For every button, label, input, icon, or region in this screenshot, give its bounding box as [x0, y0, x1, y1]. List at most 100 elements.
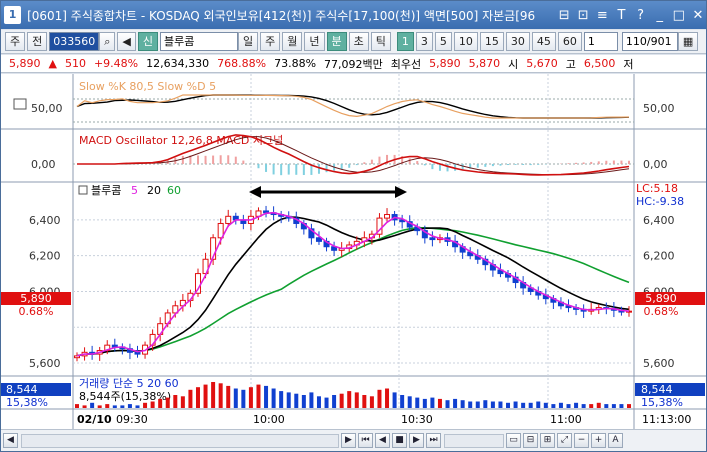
panel-settings-icon[interactable] — [13, 98, 27, 110]
font-icon[interactable]: T — [617, 7, 626, 23]
horizontal-scrollbar[interactable]: ◀ ▶ ⏮ ◀ ■ ▶ ⏭ ▭ ⊟ ⊞ ⤢ − + A — [1, 429, 706, 451]
candle-body — [210, 237, 217, 260]
price-tick-left: 6,200 — [29, 250, 61, 263]
speed-track[interactable] — [444, 433, 504, 448]
volume-bar — [90, 402, 95, 408]
volume-bar — [490, 401, 495, 408]
panel-checkbox-icon[interactable] — [78, 185, 88, 195]
period-button-4[interactable]: 분 — [326, 32, 347, 51]
period-button-0[interactable]: 일 — [238, 32, 259, 51]
volume-bar — [475, 401, 480, 408]
help-icon[interactable]: ? — [637, 7, 645, 23]
volume-bar — [241, 389, 246, 408]
layout-icon[interactable]: ⊡ — [577, 7, 589, 23]
minute-button-2[interactable]: 5 — [434, 32, 452, 51]
price-pct-right: 0.68% — [644, 305, 679, 318]
volume-bar — [180, 396, 185, 408]
zoom-in-icon[interactable]: + — [591, 433, 606, 448]
scroll-right-icon[interactable]: ▶ — [341, 433, 356, 448]
last-icon[interactable]: ⏭ — [426, 433, 441, 448]
count-input[interactable]: 110/901 — [621, 32, 678, 51]
minute-button-3[interactable]: 10 — [453, 32, 478, 51]
candle-body — [315, 237, 322, 242]
volume-bar — [437, 398, 442, 408]
next-icon[interactable]: ▶ — [409, 433, 424, 448]
volume-bar — [173, 395, 178, 408]
prev-icon[interactable]: ◀ — [375, 433, 390, 448]
volume-bar — [611, 404, 616, 408]
speaker-icon[interactable]: ◀ — [117, 32, 136, 51]
volume-bar — [551, 404, 556, 408]
volume-bar — [354, 392, 359, 408]
scroll-left-icon[interactable]: ◀ — [3, 433, 18, 448]
period-button-3[interactable]: 년 — [304, 32, 325, 51]
volume-bar — [195, 387, 200, 408]
search-icon[interactable]: ⌕ — [99, 32, 116, 51]
volume-bar — [362, 395, 367, 408]
price-tick-right: 6,400 — [643, 214, 675, 227]
candle-body — [376, 217, 383, 235]
candle-body — [225, 215, 232, 224]
volume-bar — [158, 398, 163, 408]
code-input[interactable]: 033560 — [49, 32, 100, 51]
screen-icon[interactable]: ⊟ — [558, 7, 570, 23]
minute-button-0[interactable]: 1 — [396, 32, 414, 51]
volume-bar — [226, 385, 231, 408]
maximize-button[interactable]: □ — [672, 7, 685, 23]
priority-label: 최우선 — [390, 57, 422, 71]
volume-bar — [120, 405, 125, 408]
menu-icon[interactable]: ≡ — [596, 7, 608, 23]
candle-body — [429, 237, 436, 241]
volume-box-right: 8,544 — [641, 383, 673, 396]
stock-name: 블루콤 — [160, 32, 239, 51]
volume-bar — [82, 405, 87, 408]
zoom-out-icon[interactable]: − — [574, 433, 589, 448]
scroll-track[interactable] — [21, 433, 339, 448]
app-icon[interactable]: 1 — [4, 6, 22, 24]
volume-bar — [211, 382, 216, 408]
volume-bar — [339, 393, 344, 408]
minute-button-6[interactable]: 45 — [531, 32, 556, 51]
volume-bar — [558, 402, 563, 408]
period-button-2[interactable]: 월 — [282, 32, 303, 51]
low-label: 저 — [623, 57, 634, 71]
volume-bar — [513, 401, 518, 408]
quote-bar: 5,890 ▲ 510 +9.48% 12,634,330 768.88% 73… — [1, 55, 706, 73]
font-size-icon[interactable]: A — [608, 433, 623, 448]
volume-marker-right — [635, 383, 705, 396]
close-button[interactable]: ✕ — [692, 7, 704, 23]
minute-button-4[interactable]: 15 — [479, 32, 504, 51]
volume-bar — [105, 404, 110, 408]
chart-area[interactable]: Slow %K 80,5 Slow %D 5 50,00 50,00 MACD … — [1, 74, 706, 429]
rate2: 73.88% — [274, 57, 317, 70]
interval-input[interactable]: 1 — [583, 32, 618, 51]
volume-bar — [385, 388, 390, 408]
minute-button-5[interactable]: 30 — [505, 32, 530, 51]
minute-button-7[interactable]: 60 — [557, 32, 582, 51]
fit-icon[interactable]: ⤢ — [557, 433, 572, 448]
mode-select[interactable]: 전 — [27, 32, 48, 51]
volume-bar — [165, 397, 170, 408]
minute-button-1[interactable]: 3 — [415, 32, 433, 51]
price-marker-right-text: 5,890 — [645, 292, 677, 305]
stoch-tick-left: 50,00 — [31, 102, 63, 115]
zoom-select-icon[interactable]: ▭ — [506, 433, 521, 448]
shrink-icon[interactable]: ⊟ — [523, 433, 538, 448]
grid-icon[interactable]: ▦ — [677, 32, 699, 51]
volume-bar — [627, 404, 631, 408]
stop-icon[interactable]: ■ — [392, 433, 407, 448]
candle-body — [308, 228, 315, 239]
period-button-1[interactable]: 주 — [260, 32, 281, 51]
expand-icon[interactable]: ⊞ — [540, 433, 555, 448]
volume-box-left: 8,544 — [6, 383, 38, 396]
first-icon[interactable]: ⏮ — [358, 433, 373, 448]
volume-bar — [301, 395, 306, 408]
market-select[interactable]: 주 — [5, 32, 26, 51]
candle-body — [217, 222, 224, 239]
chart-svg[interactable]: Slow %K 80,5 Slow %D 5 50,00 50,00 MACD … — [1, 74, 706, 429]
candle-body — [172, 305, 179, 314]
minimize-button[interactable]: _ — [656, 7, 663, 23]
period-button-6[interactable]: 틱 — [370, 32, 391, 51]
period-button-5[interactable]: 초 — [348, 32, 369, 51]
volume-bar — [188, 389, 193, 408]
